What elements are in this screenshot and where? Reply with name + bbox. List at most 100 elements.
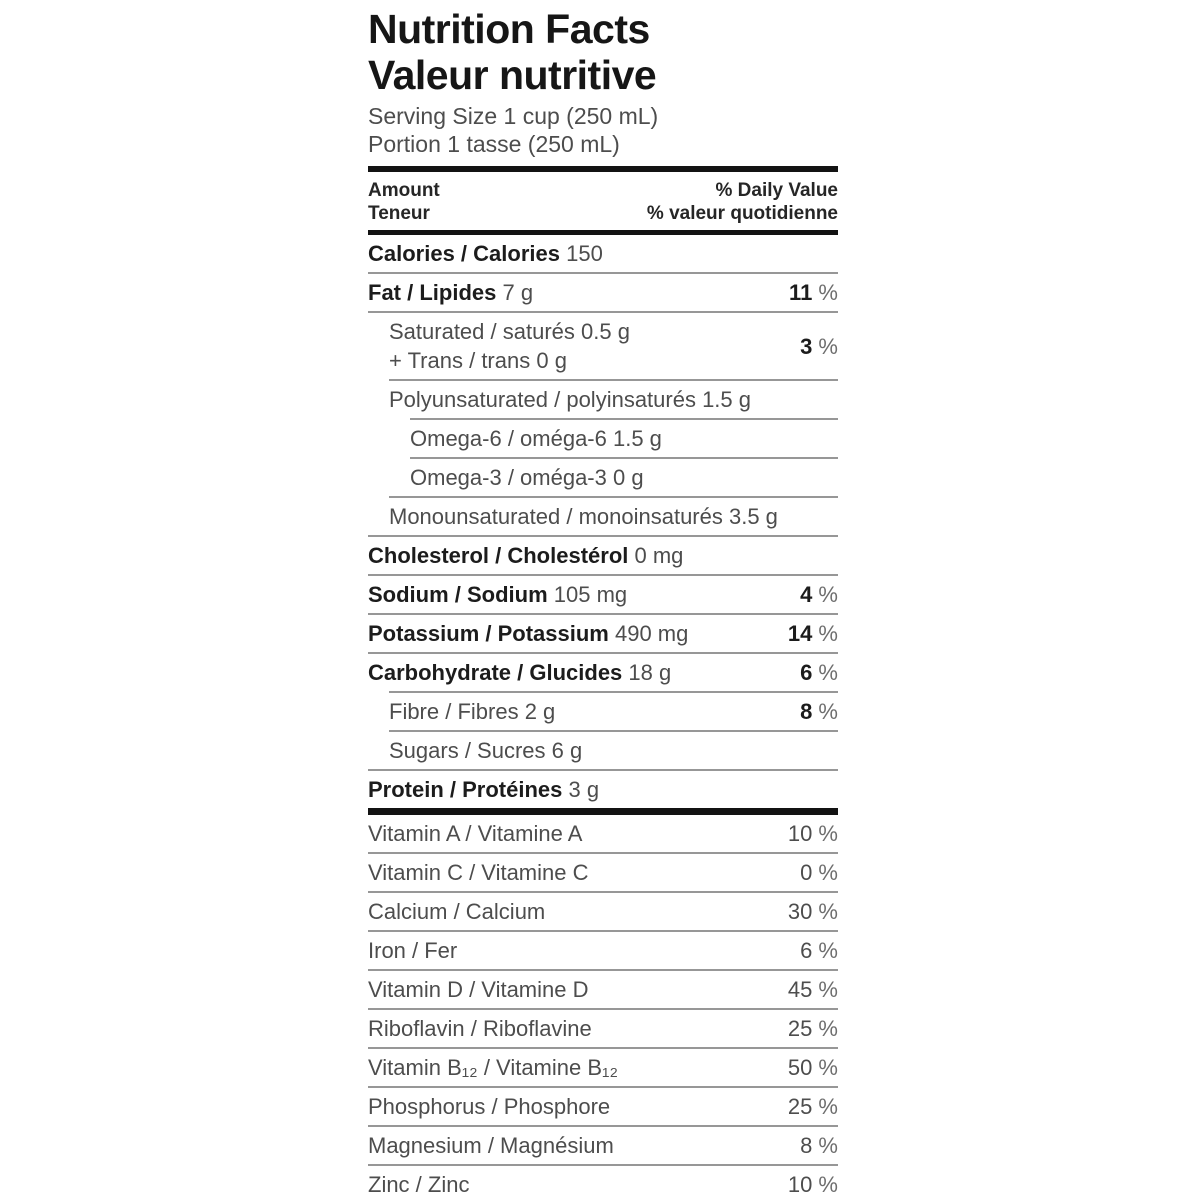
daily-value-percent: 6 % — [792, 936, 838, 965]
percent-number: 8 — [800, 1133, 813, 1158]
percent-number: 10 — [787, 821, 813, 846]
percent-number: 10 — [787, 1172, 813, 1197]
percent-number: 4 — [800, 582, 813, 607]
row-phosphorus: Phosphorus / Phosphore 25 % — [368, 1088, 838, 1125]
row-label-phosphorus: Phosphorus / Phosphore — [368, 1092, 780, 1121]
percent-sign: % — [812, 280, 838, 305]
percent-sign: % — [812, 582, 838, 607]
divider-thin — [368, 613, 838, 615]
percent-number: 45 — [787, 977, 813, 1002]
serving-size-english: Serving Size 1 cup (250 mL) — [368, 103, 659, 129]
amount-label-french: Teneur — [368, 203, 430, 224]
daily-value-percent: 14 % — [780, 619, 838, 648]
nutrient-name: Polyunsaturated / polyinsaturés 1.5 g — [389, 387, 752, 412]
daily-value-percent: 10 % — [780, 819, 838, 848]
daily-value-percent: 4 % — [792, 580, 838, 609]
nutrient-name: Vitamin C / Vitamine C — [368, 860, 589, 885]
divider-thin — [368, 930, 838, 932]
nutrient-amount: 150 — [559, 241, 603, 266]
percent-sign: % — [812, 899, 838, 924]
divider-thin — [368, 1086, 838, 1088]
divider-thin — [389, 379, 838, 381]
percent-sign: % — [812, 1094, 838, 1119]
daily-value-percent: 50 % — [780, 1053, 838, 1082]
daily-value-percent: 25 % — [780, 1014, 838, 1043]
daily-value-column-header: % Daily Value % valeur quotidienne — [647, 179, 838, 225]
percent-sign: % — [812, 821, 838, 846]
divider-thin — [410, 418, 838, 420]
divider-thin — [368, 1047, 838, 1049]
divider-thin — [368, 1008, 838, 1010]
nutrient-amount: 3 g — [562, 777, 600, 802]
row-label-cholesterol: Cholesterol / Cholestérol 0 mg — [368, 541, 838, 570]
row-omega-6: Omega-6 / oméga-6 1.5 g — [368, 420, 838, 457]
divider-thin — [410, 457, 838, 459]
nutrient-amount: 490 mg — [608, 621, 689, 646]
nutrient-name: Calcium / Calcium — [368, 899, 546, 924]
row-label-potassium: Potassium / Potassium 490 mg — [368, 619, 780, 648]
daily-value-percent: 25 % — [780, 1092, 838, 1121]
nutrient-name: Iron / Fer — [368, 938, 458, 963]
row-label-vitamin-a: Vitamin A / Vitamine A — [368, 819, 780, 848]
percent-number: 50 — [787, 1055, 813, 1080]
nutrient-name: Sodium / Sodium — [368, 582, 548, 607]
nutrient-name: Fat / Lipides — [368, 280, 497, 305]
row-potassium: Potassium / Potassium 490 mg 14 % — [368, 615, 838, 652]
percent-number: 6 — [800, 660, 813, 685]
nutrient-name: Potassium / Potassium — [368, 621, 609, 646]
divider-thin — [368, 969, 838, 971]
row-fat: Fat / Lipides 7 g 11 % — [368, 274, 838, 311]
nutrient-name: Calories / Calories — [368, 241, 560, 266]
percent-sign: % — [812, 1133, 838, 1158]
percent-sign: % — [812, 660, 838, 685]
row-fibre: Fibre / Fibres 2 g 8 % — [368, 693, 838, 730]
serving-size-french: Portion 1 tasse (250 mL) — [368, 131, 620, 157]
divider-thin — [368, 311, 838, 313]
daily-value-label-french: % valeur quotidienne — [646, 203, 838, 224]
row-label-monounsaturated: Monounsaturated / monoinsaturés 3.5 g — [368, 502, 838, 531]
row-label-fat: Fat / Lipides 7 g — [368, 278, 781, 307]
nutrient-name: Cholesterol / Cholestérol — [368, 543, 629, 568]
row-sodium: Sodium / Sodium 105 mg 4 % — [368, 576, 838, 613]
row-vitamin-c: Vitamin C / Vitamine C 0 % — [368, 854, 838, 891]
nutrient-amount: 105 mg — [547, 582, 628, 607]
daily-value-percent: 6 % — [792, 658, 838, 687]
row-label-vitamin-d: Vitamin D / Vitamine D — [368, 975, 780, 1004]
nutrient-name: Zinc / Zinc — [368, 1172, 470, 1197]
nutrient-amount: 0 mg — [628, 543, 684, 568]
percent-sign: % — [812, 1016, 838, 1041]
nutrient-name: Vitamin A / Vitamine A — [368, 821, 583, 846]
percent-number: 6 — [800, 938, 813, 963]
row-iron: Iron / Fer 6 % — [368, 932, 838, 969]
percent-sign: % — [812, 333, 838, 359]
divider-thin — [368, 1164, 838, 1166]
nutrient-name: Protein / Protéines — [368, 777, 563, 802]
row-omega-3: Omega-3 / oméga-3 0 g — [368, 459, 838, 496]
row-label-zinc: Zinc / Zinc — [368, 1170, 780, 1199]
daily-value-percent: 3 % — [792, 332, 838, 361]
title-french: Valeur nutritive — [368, 52, 657, 98]
divider-thin — [368, 535, 838, 537]
header-divider-bar — [368, 230, 838, 235]
row-saturated-trans: Saturated / saturés 0.5 g + Trans / trans… — [368, 313, 838, 379]
nutrient-name: Omega-6 / oméga-6 1.5 g — [410, 426, 662, 451]
percent-sign: % — [812, 977, 838, 1002]
amount-column-header: Amount Teneur — [368, 179, 440, 225]
percent-number: 0 — [800, 860, 813, 885]
row-sugars: Sugars / Sucres 6 g — [368, 732, 838, 769]
percent-sign: % — [812, 699, 838, 724]
percent-sign: % — [812, 938, 838, 963]
nutrient-name: Phosphorus / Phosphore — [368, 1094, 611, 1119]
divider-thin — [368, 852, 838, 854]
percent-number: 8 — [800, 699, 813, 724]
row-label-vitamin-b12: Vitamin B₁₂ / Vitamine B₁₂ — [368, 1053, 780, 1082]
nutrient-amount: 18 g — [622, 660, 672, 685]
nutrient-name: Monounsaturated / monoinsaturés 3.5 g — [389, 504, 778, 529]
row-zinc: Zinc / Zinc 10 % — [368, 1166, 838, 1203]
divider-thin — [389, 730, 838, 732]
row-label-protein: Protein / Protéines 3 g — [368, 775, 838, 804]
amount-label-english: Amount — [368, 180, 440, 201]
nutrient-name: Riboflavin / Riboflavine — [368, 1016, 592, 1041]
row-label-fibre: Fibre / Fibres 2 g — [368, 697, 792, 726]
